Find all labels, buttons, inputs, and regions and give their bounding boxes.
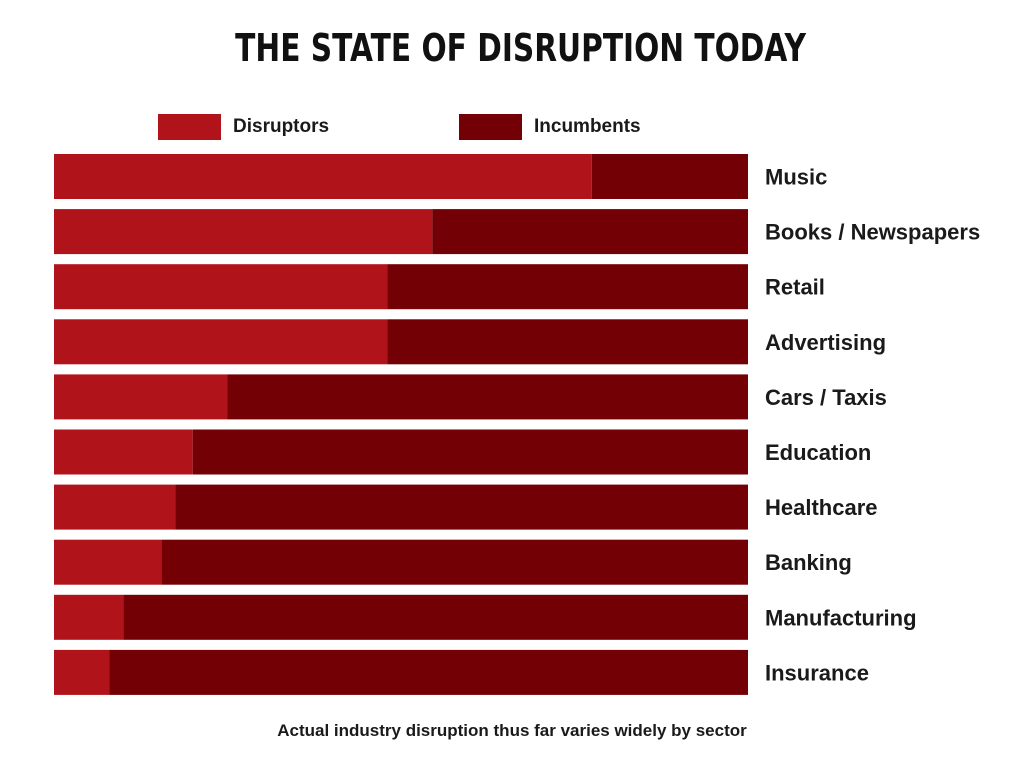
bar-incumbents-insurance — [109, 649, 748, 695]
bar-incumbents-retail — [387, 264, 748, 310]
category-label: Banking — [765, 550, 852, 575]
bar-disruptors-banking — [54, 539, 162, 585]
legend-swatch-incumbents — [459, 114, 522, 140]
bar-disruptors-retail — [54, 264, 388, 310]
category-label: Cars / Taxis — [765, 385, 887, 410]
bar-incumbents-healthcare — [175, 484, 748, 530]
legend-item-incumbents: Incumbents — [459, 113, 641, 141]
category-label: Books / Newspapers — [765, 220, 980, 245]
category-label: Education — [765, 440, 871, 465]
chart-footnote: Actual industry disruption thus far vari… — [277, 721, 747, 740]
bar-incumbents-books-newspapers — [432, 209, 748, 255]
category-label: Manufacturing — [765, 605, 917, 630]
legend-swatch-disruptors — [158, 114, 221, 140]
bar-disruptors-cars-taxis — [54, 374, 228, 420]
chart-title: THE STATE OF DISRUPTION TODAY — [235, 26, 806, 70]
bar-disruptors-advertising — [54, 319, 388, 365]
legend-label-incumbents: Incumbents — [534, 116, 641, 137]
category-label: Healthcare — [765, 495, 878, 520]
bar-incumbents-advertising — [387, 319, 748, 365]
bar-incumbents-cars-taxis — [227, 374, 748, 420]
category-label: Retail — [765, 275, 825, 300]
bar-incumbents-music — [591, 154, 748, 199]
bar-incumbents-banking — [161, 539, 748, 585]
category-label: Insurance — [765, 660, 869, 685]
legend-label-disruptors: Disruptors — [233, 116, 330, 137]
bar-disruptors-music — [54, 154, 592, 199]
bar-disruptors-healthcare — [54, 484, 176, 530]
category-label: Music — [765, 165, 827, 190]
bar-disruptors-insurance — [54, 649, 110, 695]
bar-incumbents-manufacturing — [123, 594, 748, 640]
legend-item-disruptors: Disruptors — [158, 113, 329, 141]
bar-disruptors-education — [54, 429, 193, 475]
bar-disruptors-manufacturing — [54, 594, 124, 640]
category-label: Advertising — [765, 330, 886, 355]
bar-disruptors-books-newspapers — [54, 209, 433, 255]
bar-incumbents-education — [192, 429, 749, 475]
